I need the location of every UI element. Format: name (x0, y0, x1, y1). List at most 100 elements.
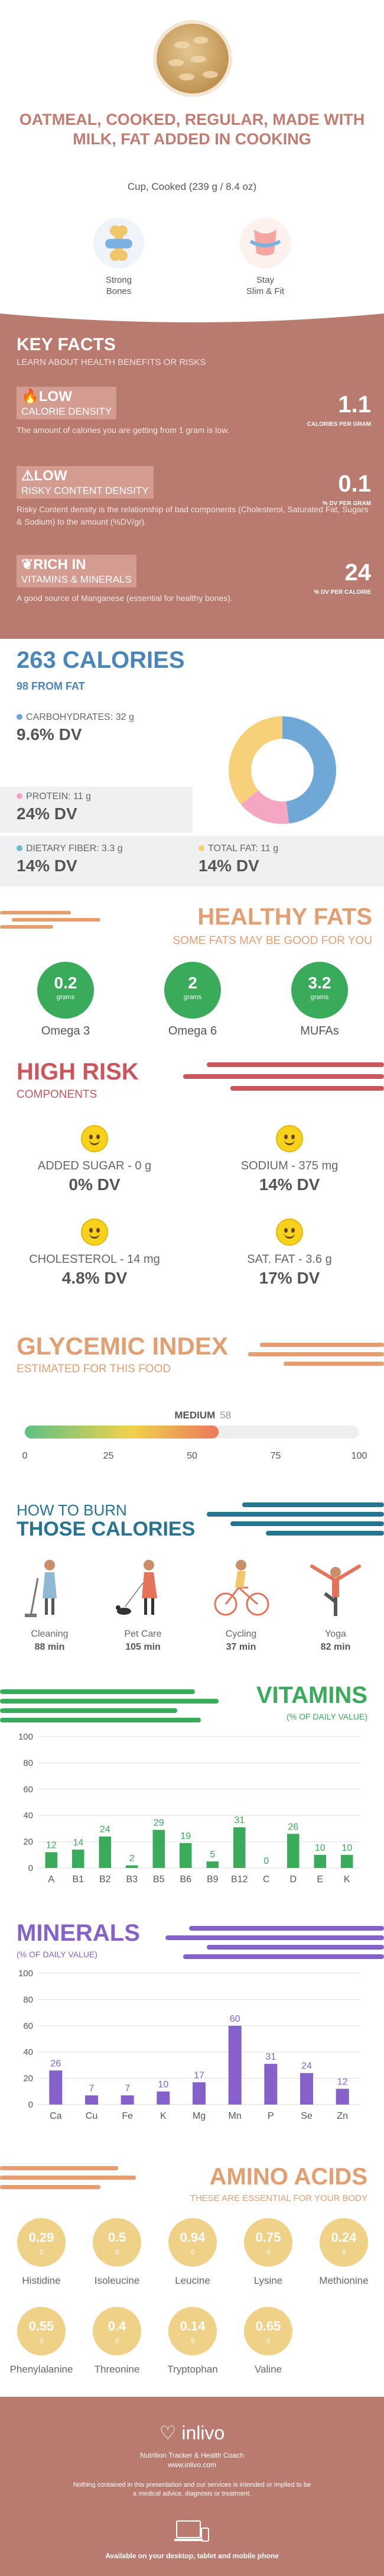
smile-icon (81, 1125, 108, 1152)
gauge-tick-label: 0 (22, 1451, 28, 1461)
amino-lysine: 0.75 g Lysine (233, 2218, 304, 2287)
badge-strong-bones: Strong Bones (80, 218, 157, 297)
minerals-section: MINERALS (% OF DAILY VALUE) 0 20 40 60 80 100… (0, 1914, 384, 2148)
y-tick-label: 80 (23, 1995, 33, 2005)
bar-value-label: 7 (89, 2083, 95, 2093)
fact-unit: % DV PER GRAM (322, 500, 371, 507)
minerals-subtitle: (% OF DAILY VALUE) (17, 1950, 97, 1959)
x-tick-label: A (48, 1874, 54, 1885)
key-fact-vitamins: ❦RICH IN VITAMINS & MINERALS 24 % DV PER … (17, 555, 371, 605)
amino-name: Threonine (94, 2364, 140, 2375)
bar-k (157, 2091, 170, 2105)
risk-cholesterol: CHOLESTEROL - 14 mg 4.8% DV (12, 1218, 177, 1288)
x-tick-label: Fe (122, 2111, 133, 2121)
fact-name: CALORIE DENSITY (21, 406, 112, 417)
fact-name: VITAMINS & MINERALS (21, 574, 132, 585)
key-facts-title: KEY FACTS (17, 335, 116, 354)
amino-acids-section: AMINO ACIDS THESE ARE ESSENTIAL FOR YOUR… (0, 2148, 384, 2397)
risk-dv: 17% DV (259, 1269, 320, 1287)
x-tick-label: B1 (72, 1874, 84, 1885)
healthy-fats-title: HEALTHY FATS (197, 904, 372, 930)
tape-measure-icon (240, 218, 291, 269)
badge-label: Stay (256, 275, 274, 285)
bar-value-label: 5 (210, 1850, 215, 1860)
key-facts-section: KEY FACTS LEARN ABOUT HEALTH BENEFITS OR… (0, 308, 384, 639)
x-tick-label: B2 (99, 1874, 111, 1885)
fat-unit: grams (310, 994, 329, 1001)
bar-cu (85, 2095, 98, 2105)
y-tick-label: 20 (23, 2074, 33, 2084)
y-tick-label: 100 (18, 1732, 33, 1742)
bar-value-label: 24 (100, 1825, 110, 1835)
footer-available: Available on your desktop, tablet and mo… (105, 2552, 279, 2560)
activity-minutes: 105 min (125, 1642, 161, 1652)
bar-zn (336, 2089, 349, 2105)
risk-dv: 14% DV (259, 1175, 320, 1194)
fiber-label: DIETARY FIBER: 3.3 g (26, 843, 123, 854)
amino-value: 0.29 (28, 2230, 54, 2245)
glycemic-gauge: MEDIUM 58 0 25 50 75 100 (22, 1410, 367, 1461)
devices-icon (174, 2520, 209, 2542)
fact-description: A good source of Manganese (essential fo… (17, 593, 233, 603)
fat-omega3: 0.2 grams Omega 3 (27, 962, 104, 1038)
gauge-tick-label: 50 (187, 1451, 197, 1461)
y-tick-label: 0 (28, 2100, 33, 2110)
amino-value: 0.65 (255, 2319, 281, 2333)
gauge-tick-label: 100 (352, 1451, 367, 1461)
bar-value-label: 10 (158, 2080, 168, 2090)
risk-label: ADDED SUGAR - 0 g (37, 1159, 152, 1172)
bone-icon (93, 218, 144, 269)
risk-dv: 0% DV (69, 1175, 121, 1194)
amino-value: 0.75 (255, 2230, 281, 2245)
risk-sat-fat: SAT. FAT - 3.6 g 17% DV (207, 1218, 372, 1288)
protein-row: PROTEIN: 11 g 24% DV (17, 791, 91, 823)
x-tick-label: Cu (86, 2111, 97, 2121)
healthy-fats-subtitle: SOME FATS MAY BE GOOD FOR YOU (173, 935, 372, 947)
activity-pet-care: Pet Care 105 min (108, 1554, 178, 1653)
footer-url[interactable]: www.inlivo.com (167, 2461, 217, 2469)
x-tick-label: Ca (50, 2111, 62, 2121)
x-tick-label: K (344, 1874, 350, 1885)
bar-value-label: 24 (301, 2061, 312, 2071)
fact-level: LOW (38, 389, 72, 405)
bar-value-label: 0 (263, 1856, 269, 1866)
fat-value: 3.2 (308, 974, 331, 992)
bar-value-label: 26 (288, 1822, 298, 1832)
smile-icon (276, 1218, 303, 1246)
amino-name: Valine (255, 2364, 282, 2375)
badge-label: Slim & Fit (246, 286, 285, 296)
logo-text: inlivo (181, 2422, 225, 2444)
amino-tryptophan: 0.14 g Tryptophan (157, 2307, 228, 2375)
food-title: OATMEAL, COOKED, REGULAR, MADE WITH MILK… (19, 111, 365, 148)
footer: ♡ inlivo Nutrition Tracker & Health Coac… (0, 2397, 384, 2576)
macro-donut-chart (229, 716, 336, 824)
calories-section: 263 CALORIES 98 FROM FAT CARBOHYDRATES: … (0, 639, 384, 893)
bar-b5 (152, 1830, 165, 1868)
amino-unit: g (341, 2248, 346, 2255)
burn-calories-section: HOW TO BURN THOSE CALORIES Cleaning 88 m… (0, 1488, 384, 1675)
bar-mg (193, 2082, 206, 2105)
fiber-band (0, 836, 384, 887)
glycemic-title: GLYCEMIC INDEX (17, 1332, 228, 1360)
bar-b2 (99, 1836, 111, 1868)
bar-value-label: 31 (265, 2052, 276, 2062)
inlivo-logo[interactable]: ♡ inlivo (0, 2422, 384, 2444)
fat-label: TOTAL FAT: 11 g (208, 843, 279, 854)
bar-b3 (126, 1865, 138, 1868)
footer-tagline: Nutrition Tracker & Health Coach (140, 2451, 244, 2459)
high-risk-section: HIGH RISK COMPONENTS ADDED SUGAR - 0 g 0%… (0, 1052, 384, 1324)
bar-b12 (233, 1827, 246, 1868)
carbs-row: CARBOHYDRATES: 32 g 9.6% DV (17, 712, 134, 744)
fat-dv: 14% DV (198, 856, 259, 875)
bar-value-label: 12 (337, 2077, 348, 2087)
key-facts-subtitle: LEARN ABOUT HEALTH BENEFITS OR RISKS (17, 357, 206, 367)
burn-title-line1: HOW TO BURN (17, 1501, 127, 1519)
fact-description: Risky Content density is the relationshi… (17, 505, 369, 526)
serving-size: Cup, Cooked (239 g / 8.4 oz) (127, 181, 257, 192)
amino-name: Lysine (253, 2275, 283, 2286)
fat-value: 0.2 (54, 974, 77, 992)
badge-label: Bones (106, 286, 132, 296)
calories-title: 263 CALORIES (17, 647, 185, 673)
risk-label: SODIUM - 375 mg (240, 1159, 339, 1172)
amino-value: 0.14 (180, 2319, 206, 2333)
